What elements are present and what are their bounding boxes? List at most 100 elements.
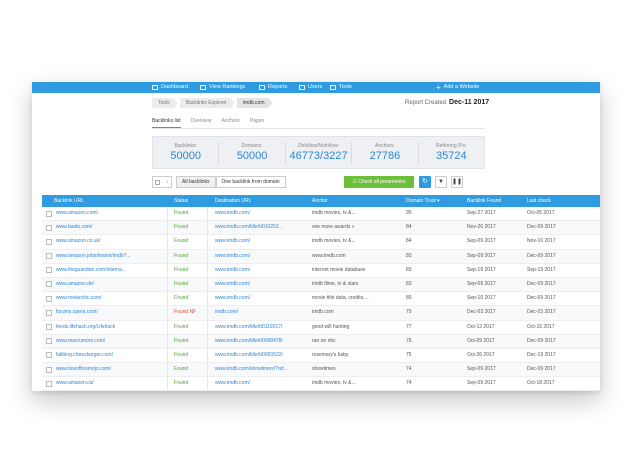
nav-dashboard[interactable]: Dashboard <box>152 82 188 93</box>
col-backlink-url[interactable]: Backlink URL <box>54 198 85 204</box>
destination-url[interactable]: www.imdb.com/ <box>215 252 251 259</box>
backlink-url[interactable]: www.amazon.de/ <box>56 280 95 287</box>
tab-overview[interactable]: Overview <box>190 118 212 124</box>
anchor-text: showtimes <box>312 366 336 373</box>
table-row[interactable]: www.amazon.de/Found www.imdb.com/imdb fil… <box>42 277 600 293</box>
anchor-text: good will hunting <box>312 323 350 330</box>
row-checkbox[interactable] <box>46 238 52 245</box>
backlink-url[interactable]: feeds.lifehack.org/Lifehack <box>56 323 116 330</box>
backlink-url[interactable]: www.macrumors.com/ <box>56 337 106 344</box>
table-row[interactable]: www.theguardian.com/interna... Found www.i… <box>42 263 600 278</box>
updown-caret-icon: ↕ <box>166 179 170 185</box>
table-row[interactable]: feeds.lifehack.org/Lifehack Found www.imdb… <box>42 320 600 335</box>
filter-button[interactable]: ▼ <box>435 176 447 188</box>
destination-url[interactable]: www.imdb.com/ <box>215 210 251 216</box>
row-checkbox[interactable] <box>46 295 52 302</box>
col-status[interactable]: Status <box>174 198 189 204</box>
column-divider <box>167 292 168 306</box>
nav-users[interactable]: Users <box>299 82 322 93</box>
row-checkbox[interactable] <box>46 210 52 217</box>
backlink-found-date: Sep-10 2017 <box>467 295 496 302</box>
row-checkbox[interactable] <box>46 309 52 316</box>
row-checkbox[interactable] <box>46 338 52 345</box>
backlink-url[interactable]: www.amazon.jobs/teams/imdb?... <box>56 252 131 259</box>
row-checkbox[interactable] <box>46 366 52 373</box>
column-divider <box>207 363 208 377</box>
table-row[interactable]: www.amazon.co.uk/Found www.imdb.com/imdb … <box>42 235 600 250</box>
backlink-url[interactable]: www.theguardian.com/interna... <box>56 266 127 273</box>
stat-anchors: Anchors: 27786 <box>352 141 419 164</box>
tab-pages[interactable]: Pages <box>249 118 264 124</box>
column-divider <box>167 263 168 277</box>
row-checkbox[interactable] <box>46 324 52 330</box>
row-checkbox[interactable] <box>46 281 52 288</box>
stat-backlinks: Backlinks: 50000 <box>153 141 220 164</box>
destination-url[interactable]: www.imdb.com/ <box>215 280 251 287</box>
row-checkbox[interactable] <box>46 352 52 359</box>
stat-referring-ips: Referring IPs: 35724 <box>436 142 467 162</box>
col-backlink-found[interactable]: Backlink Found <box>467 198 502 204</box>
table-row[interactable]: www.boxofficemojo.com/Found www.imdb.com/… <box>42 363 600 378</box>
table-row[interactable]: www.amazon.com/Found www.imdb.com/imdb mo… <box>42 207 600 222</box>
table-row[interactable]: www.macrumors.com/Found www.imdb.com/titl… <box>42 334 600 349</box>
backlink-url[interactable]: failblog.cheezburger.com/ <box>56 351 113 358</box>
nav-view-rankings[interactable]: View Rankings <box>200 82 245 93</box>
chart-icon <box>200 85 206 90</box>
breadcrumb: Tools Backlinks Explorer imdb.com <box>152 98 275 108</box>
backlink-url[interactable]: forums.opera.com/ <box>56 309 98 316</box>
col-last-check[interactable]: Last check <box>527 198 551 204</box>
pause-button[interactable]: ❚❚ <box>451 176 463 188</box>
top-nav-bar: Dashboard View Rankings Reports Users To… <box>32 82 600 93</box>
tab-backlinks-list[interactable]: Backlinks list <box>152 118 181 128</box>
table-row[interactable]: www.amazon.jobs/teams/imdb?... Found www.i… <box>42 249 600 264</box>
status-value: Found <box>174 210 189 216</box>
domain-trust-value: 77 <box>406 323 412 330</box>
nav-tools[interactable]: Tools <box>330 82 352 93</box>
destination-url[interactable]: www.imdb.com/title/tt0068478/ <box>215 337 283 344</box>
backlink-url[interactable]: www.amazon.com/ <box>56 210 98 216</box>
add-website-button[interactable]: + Add a Website <box>436 83 480 92</box>
tools-icon <box>330 85 336 90</box>
table-row[interactable]: www.baidu.com/Found www.imdb.com/title/tt… <box>42 221 600 236</box>
destination-url[interactable]: www.imdb.com/title/tt0119217/ <box>215 323 283 330</box>
column-divider <box>167 207 168 221</box>
select-all-dropdown[interactable]: ↕ <box>152 176 172 188</box>
table-row[interactable]: failblog.cheezburger.com/Found www.imdb.c… <box>42 348 600 364</box>
row-checkbox[interactable] <box>46 380 52 387</box>
refresh-button[interactable]: ↻ <box>419 176 431 188</box>
row-checkbox[interactable] <box>46 224 52 231</box>
status-value: Found <box>174 280 189 287</box>
backlink-url[interactable]: www.metacritic.com/ <box>56 295 102 302</box>
destination-url[interactable]: www.imdb.com/title/tt0063522/ <box>215 351 283 358</box>
destination-url[interactable]: www.imdb.com/showtimes/?ref... <box>215 366 288 373</box>
backlink-found-date: Sep-27 2017 <box>467 210 496 216</box>
backlink-url[interactable]: www.boxofficemojo.com/ <box>56 366 111 373</box>
breadcrumb-backlinks-explorer[interactable]: Backlinks Explorer <box>180 98 235 108</box>
col-destination-url[interactable]: Destination URL <box>215 198 252 204</box>
filter-all-backlinks[interactable]: All backlinks <box>176 176 216 188</box>
destination-url[interactable]: www.imdb.com/title/tt010252... <box>215 224 283 231</box>
destination-url[interactable]: www.imdb.com/ <box>215 266 251 273</box>
check-all-parameters-button[interactable]: ☷ Check all parameters <box>344 176 414 188</box>
breadcrumb-tools[interactable]: Tools <box>152 98 178 108</box>
row-checkbox[interactable] <box>46 253 52 260</box>
col-domain-trust[interactable]: Domain Trust ▾ <box>406 198 440 204</box>
backlink-url[interactable]: www.amazon.ca/ <box>56 380 94 387</box>
backlink-url[interactable]: www.amazon.co.uk/ <box>56 238 101 245</box>
destination-url[interactable]: www.imdb.com/ <box>215 380 251 387</box>
backlink-url[interactable]: www.baidu.com/ <box>56 224 93 231</box>
table-row[interactable]: www.amazon.ca/Found www.imdb.com/imdb mov… <box>42 377 600 391</box>
status-value: Found <box>174 224 189 231</box>
filter-one-per-domain[interactable]: One backlink from domain <box>215 176 286 188</box>
destination-url[interactable]: imdb.com/ <box>215 309 239 316</box>
table-row[interactable]: www.metacritic.com/Found www.imdb.com/mov… <box>42 292 600 307</box>
last-check-date: Dec-09 2017 <box>527 252 556 259</box>
col-anchor[interactable]: Anchor <box>312 198 328 204</box>
nav-reports[interactable]: Reports <box>259 82 287 93</box>
destination-url[interactable]: www.imdb.com/ <box>215 238 251 245</box>
row-checkbox[interactable] <box>46 267 52 274</box>
tab-anchors[interactable]: Anchors <box>221 118 240 124</box>
last-check-date: Oct-05 2017 <box>527 210 555 216</box>
table-row[interactable]: forums.opera.com/Found NF imdb.com/imdb.c… <box>42 306 600 321</box>
destination-url[interactable]: www.imdb.com/ <box>215 295 251 302</box>
